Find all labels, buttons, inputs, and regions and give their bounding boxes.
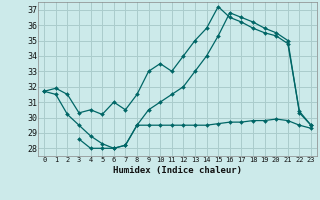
X-axis label: Humidex (Indice chaleur): Humidex (Indice chaleur) <box>113 166 242 175</box>
